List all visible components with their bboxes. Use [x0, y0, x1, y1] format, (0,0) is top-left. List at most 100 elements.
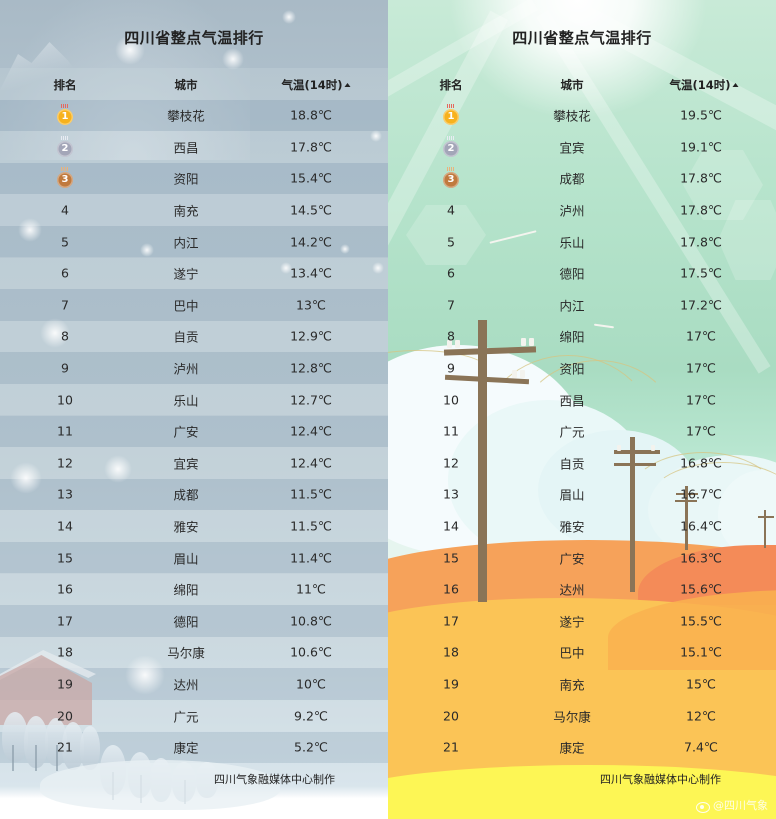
table-row[interactable]: 19 南充 15℃ — [388, 668, 776, 700]
table-header: 排名 城市 气温(14时) — [0, 77, 388, 95]
city-cell: 乐山 — [173, 393, 199, 409]
yellow-ground-decoration — [388, 790, 776, 814]
table-row[interactable]: 21 康定 7.4℃ — [388, 732, 776, 764]
table-row[interactable]: 20 马尔康 12℃ — [388, 700, 776, 732]
weibo-watermark: @四川气象 — [696, 797, 768, 813]
utility-pole — [685, 486, 688, 550]
medal-ribbon — [61, 167, 69, 172]
table-row[interactable]: 5 乐山 17.8℃ — [388, 226, 776, 258]
column-header-temp[interactable]: 气温(14时) — [281, 77, 351, 93]
column-header-city[interactable]: 城市 — [174, 78, 198, 92]
table-row[interactable]: 12 自贡 16.8℃ — [388, 447, 776, 479]
medal-ribbon — [447, 167, 455, 172]
city-cell: 宜宾 — [173, 456, 199, 472]
table-row[interactable]: 3 成都 17.8℃ — [388, 163, 776, 195]
table-row[interactable]: 7 内江 17.2℃ — [388, 289, 776, 321]
table-row[interactable]: 16 达州 15.6℃ — [388, 574, 776, 606]
city-cell: 自贡 — [173, 329, 199, 345]
medal-ribbon — [61, 135, 69, 140]
table-row[interactable]: 3 资阳 15.4℃ — [0, 163, 388, 195]
city-cell: 马尔康 — [553, 709, 591, 725]
rank-cell: 15 — [443, 550, 459, 566]
medal-number: 1 — [443, 109, 459, 126]
table-row[interactable]: 11 广安 12.4℃ — [0, 416, 388, 448]
city-cell: 南充 — [559, 677, 585, 693]
table-row[interactable]: 16 绵阳 11℃ — [0, 574, 388, 606]
rank-cell: 3 — [57, 167, 73, 189]
caret-up-icon[interactable] — [344, 83, 351, 87]
column-header-city[interactable]: 城市 — [560, 78, 584, 92]
temperature-cell: 11.5℃ — [290, 486, 332, 502]
tree-decoration — [45, 718, 67, 766]
table-row[interactable]: 13 眉山 16.7℃ — [388, 479, 776, 511]
table-row[interactable]: 13 成都 11.5℃ — [0, 479, 388, 511]
table-row[interactable]: 7 巴中 13℃ — [0, 289, 388, 321]
table-row[interactable]: 12 宜宾 12.4℃ — [0, 447, 388, 479]
column-header-temp-label: 气温(14时) — [669, 78, 731, 92]
sun-glow-decoration — [448, 0, 708, 120]
table-row[interactable]: 1 攀枝花 18.8℃ — [0, 100, 388, 132]
snowflake-decoration — [125, 655, 165, 695]
table-row[interactable]: 8 自贡 12.9℃ — [0, 321, 388, 353]
city-cell: 成都 — [559, 171, 585, 187]
rank-cell: 3 — [443, 167, 459, 189]
table-row[interactable]: 9 泸州 12.8℃ — [0, 352, 388, 384]
rank-cell: 10 — [443, 392, 459, 408]
table-row[interactable]: 21 康定 5.2℃ — [0, 732, 388, 764]
city-cell: 绵阳 — [559, 329, 585, 345]
temperature-cell: 5.2℃ — [294, 739, 328, 755]
table-row[interactable]: 6 德阳 17.5℃ — [388, 258, 776, 290]
table-row[interactable]: 19 达州 10℃ — [0, 668, 388, 700]
table-row[interactable]: 5 内江 14.2℃ — [0, 226, 388, 258]
table-row[interactable]: 2 西昌 17.8℃ — [0, 131, 388, 163]
snowflake-decoration — [115, 35, 145, 65]
table-row[interactable]: 6 遂宁 13.4℃ — [0, 258, 388, 290]
tree-trunk — [12, 745, 14, 771]
table-row[interactable]: 1 攀枝花 19.5℃ — [388, 100, 776, 132]
rank-cell: 20 — [443, 708, 459, 724]
tree-decoration — [80, 726, 100, 770]
power-line — [628, 452, 776, 542]
row-stripe — [0, 510, 388, 542]
insulator — [447, 340, 452, 348]
table-row[interactable]: 18 巴中 15.1℃ — [388, 637, 776, 669]
city-cell: 雅安 — [559, 519, 585, 535]
table-row[interactable]: 17 德阳 10.8℃ — [0, 605, 388, 637]
rank-cell: 16 — [443, 581, 459, 597]
table-row[interactable]: 18 马尔康 10.6℃ — [0, 637, 388, 669]
table-row[interactable]: 10 乐山 12.7℃ — [0, 384, 388, 416]
table-row[interactable]: 8 绵阳 17℃ — [388, 321, 776, 353]
table-row[interactable]: 14 雅安 16.4℃ — [388, 510, 776, 542]
rank-cell: 10 — [57, 392, 73, 408]
table-row[interactable]: 10 西昌 17℃ — [388, 384, 776, 416]
rank-cell: 1 — [57, 104, 73, 126]
table-row[interactable]: 15 眉山 11.4℃ — [0, 542, 388, 574]
city-cell: 广元 — [559, 424, 585, 440]
snowflake-decoration — [140, 243, 154, 257]
table-row[interactable]: 9 资阳 17℃ — [388, 352, 776, 384]
table-row[interactable]: 4 泸州 17.8℃ — [388, 194, 776, 226]
column-header-rank[interactable]: 排名 — [439, 78, 463, 92]
row-stripe — [0, 447, 388, 479]
city-cell: 泸州 — [173, 361, 199, 377]
table-row[interactable]: 17 遂宁 15.5℃ — [388, 605, 776, 637]
temperature-cell: 11.4℃ — [290, 550, 332, 566]
temperature-cell: 17℃ — [686, 423, 716, 439]
watermark-text: @四川气象 — [325, 799, 380, 812]
table-row[interactable]: 14 雅安 11.5℃ — [0, 510, 388, 542]
column-header-temp[interactable]: 气温(14时) — [669, 77, 739, 93]
column-header-rank[interactable]: 排名 — [53, 78, 77, 92]
table-row[interactable]: 4 南充 14.5℃ — [0, 194, 388, 226]
table-row[interactable]: 15 广安 16.3℃ — [388, 542, 776, 574]
table-row[interactable]: 11 广元 17℃ — [388, 416, 776, 448]
power-line — [648, 462, 776, 542]
city-cell: 广元 — [173, 709, 199, 725]
snowflake-decoration — [282, 10, 296, 24]
table-row[interactable]: 20 广元 9.2℃ — [0, 700, 388, 732]
temperature-cell: 12℃ — [686, 708, 716, 724]
tree-trunk — [35, 745, 37, 771]
caret-up-icon[interactable] — [732, 83, 739, 87]
silver-medal-icon: 2 — [57, 135, 73, 158]
insulator — [512, 370, 517, 378]
table-row[interactable]: 2 宜宾 19.1℃ — [388, 131, 776, 163]
